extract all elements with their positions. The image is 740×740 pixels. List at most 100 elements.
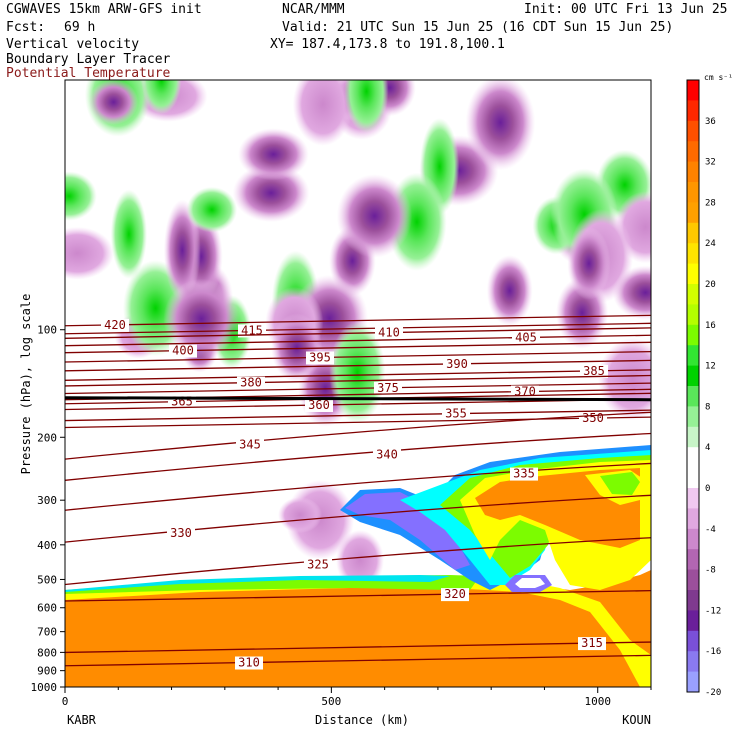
velocity-cell (278, 497, 322, 533)
colorbar-swatch (687, 671, 699, 693)
colorbar-tick-label: 28 (705, 198, 716, 208)
colorbar-swatch (687, 426, 699, 448)
colorbar-swatch (687, 488, 699, 509)
colorbar-swatch (687, 324, 699, 346)
colorbar-tick-label: 20 (705, 280, 716, 290)
pbl-plume-violet (345, 492, 470, 570)
theta-label-bg (305, 399, 333, 413)
theta-contour-label: 340 (376, 448, 398, 462)
y-tick-label: 900 (37, 665, 57, 678)
y-axis-ticks: 100 200 300 400 500 600 700 800 900 1000 (31, 324, 65, 694)
colorbar-tick-label: -12 (705, 606, 721, 616)
colorbar-swatch (687, 630, 699, 652)
colorbar-swatch (687, 569, 699, 591)
x-tick-label: 1000 (584, 695, 611, 708)
left-endpoint-label: KABR (67, 713, 97, 727)
colorbar-swatch (687, 549, 699, 571)
theta-contour-label: 350 (582, 411, 604, 425)
x-tick-label: 0 (62, 695, 69, 708)
y-tick-label: 400 (37, 539, 57, 552)
x-axis-ticks: 0 500 1000 (62, 687, 652, 708)
theta-contour-label: 320 (444, 587, 466, 601)
theta-contour-label: 355 (445, 407, 467, 421)
velocity-cell (238, 128, 309, 181)
velocity-cell (186, 186, 238, 233)
theta-label-bg (443, 357, 471, 371)
theta-label-bg (373, 448, 401, 462)
colorbar-swatch (687, 386, 699, 407)
pbl-cyan-band (65, 575, 450, 592)
colorbar-swatch (687, 528, 699, 550)
colorbar-tick-label: 16 (705, 321, 716, 331)
theta-label-bg (441, 588, 469, 602)
y-tick-label: 300 (37, 494, 57, 507)
colorbar-swatch (687, 467, 699, 489)
theta-contour-line (65, 494, 651, 543)
theta-contour-label: 325 (307, 557, 329, 571)
forecast-label: Fcst: (6, 20, 46, 35)
theta-label-bg (101, 318, 129, 332)
x-tick-label: 500 (321, 695, 341, 708)
velocity-cell (65, 226, 114, 280)
y-tick-label: 1000 (31, 681, 58, 694)
colorbar-tick-label: 4 (705, 443, 710, 453)
colorbar-swatch (687, 80, 699, 101)
colorbar-swatch (687, 610, 699, 632)
colorbar-swatch (687, 304, 699, 326)
institution-label: NCAR/MMM (282, 2, 345, 17)
theta-contour-line (65, 411, 651, 460)
colorbar-swatch (687, 590, 699, 611)
velocity-cell (110, 189, 148, 279)
theta-label-bg (169, 344, 197, 358)
field-boundary-layer-tracer: Boundary Layer Tracer (6, 52, 171, 67)
theta-label-bg (374, 381, 402, 395)
theta-label-bg (167, 526, 195, 540)
velocity-cell (612, 265, 651, 320)
valid-time: Valid: 21 UTC Sun 15 Jun 25 (16 CDT Sun … (282, 20, 674, 35)
theta-contour-label: 410 (378, 326, 400, 340)
velocity-cell (344, 80, 389, 134)
theta-contour-label: 380 (240, 376, 262, 390)
theta-contour-line (65, 537, 651, 586)
velocity-cell (465, 80, 536, 171)
theta-label-bg (237, 376, 265, 390)
colorbar-swatch (687, 345, 699, 367)
theta-contour-label: 360 (308, 398, 330, 412)
velocity-cell (336, 530, 384, 590)
colorbar-tick-label: -16 (705, 647, 721, 657)
velocity-cell (163, 278, 240, 359)
velocity-cell (163, 199, 201, 302)
theta-contour-label: 310 (238, 656, 260, 670)
theta-label-bg (512, 331, 540, 345)
colorbar-swatch (687, 161, 699, 183)
colorbar-unit: cm s⁻¹ (704, 73, 733, 82)
plot-frame (64, 79, 652, 688)
tropopause-line (65, 396, 651, 402)
colorbar-tick-label: 0 (705, 484, 710, 494)
right-endpoint-label: KOUN (622, 713, 651, 727)
colorbar-tick-label: 32 (705, 158, 716, 168)
theta-contour-label: 370 (514, 385, 536, 399)
colorbar-swatch (687, 243, 699, 265)
colorbar-swatch (687, 508, 699, 530)
colorbar-swatch (687, 447, 699, 469)
y-tick-label: 800 (37, 646, 57, 659)
colorbar: 36 32 28 24 20 16 12 8 4 0 -4 -8 -12 -16 -20 (686, 79, 721, 698)
theta-label-bg (375, 326, 403, 340)
theta-contour-line (65, 462, 651, 511)
colorbar-swatch (687, 365, 699, 387)
init-time: Init: 00 UTC Fri 13 Jun 25 (524, 2, 728, 17)
colorbar-swatch (687, 202, 699, 224)
velocity-cell (567, 226, 611, 300)
velocity-cell (88, 80, 139, 125)
theta-label-bg (236, 438, 264, 452)
colorbar-frame (686, 79, 700, 693)
velocity-cell (598, 337, 651, 421)
theta-contour-label: 315 (581, 636, 603, 650)
model-title: CGWAVES 15km ARW-GFS init (6, 2, 202, 17)
colorbar-tick-label: 36 (705, 117, 716, 127)
velocity-cell (486, 255, 533, 327)
x-axis-label: Distance (km) (315, 713, 409, 727)
